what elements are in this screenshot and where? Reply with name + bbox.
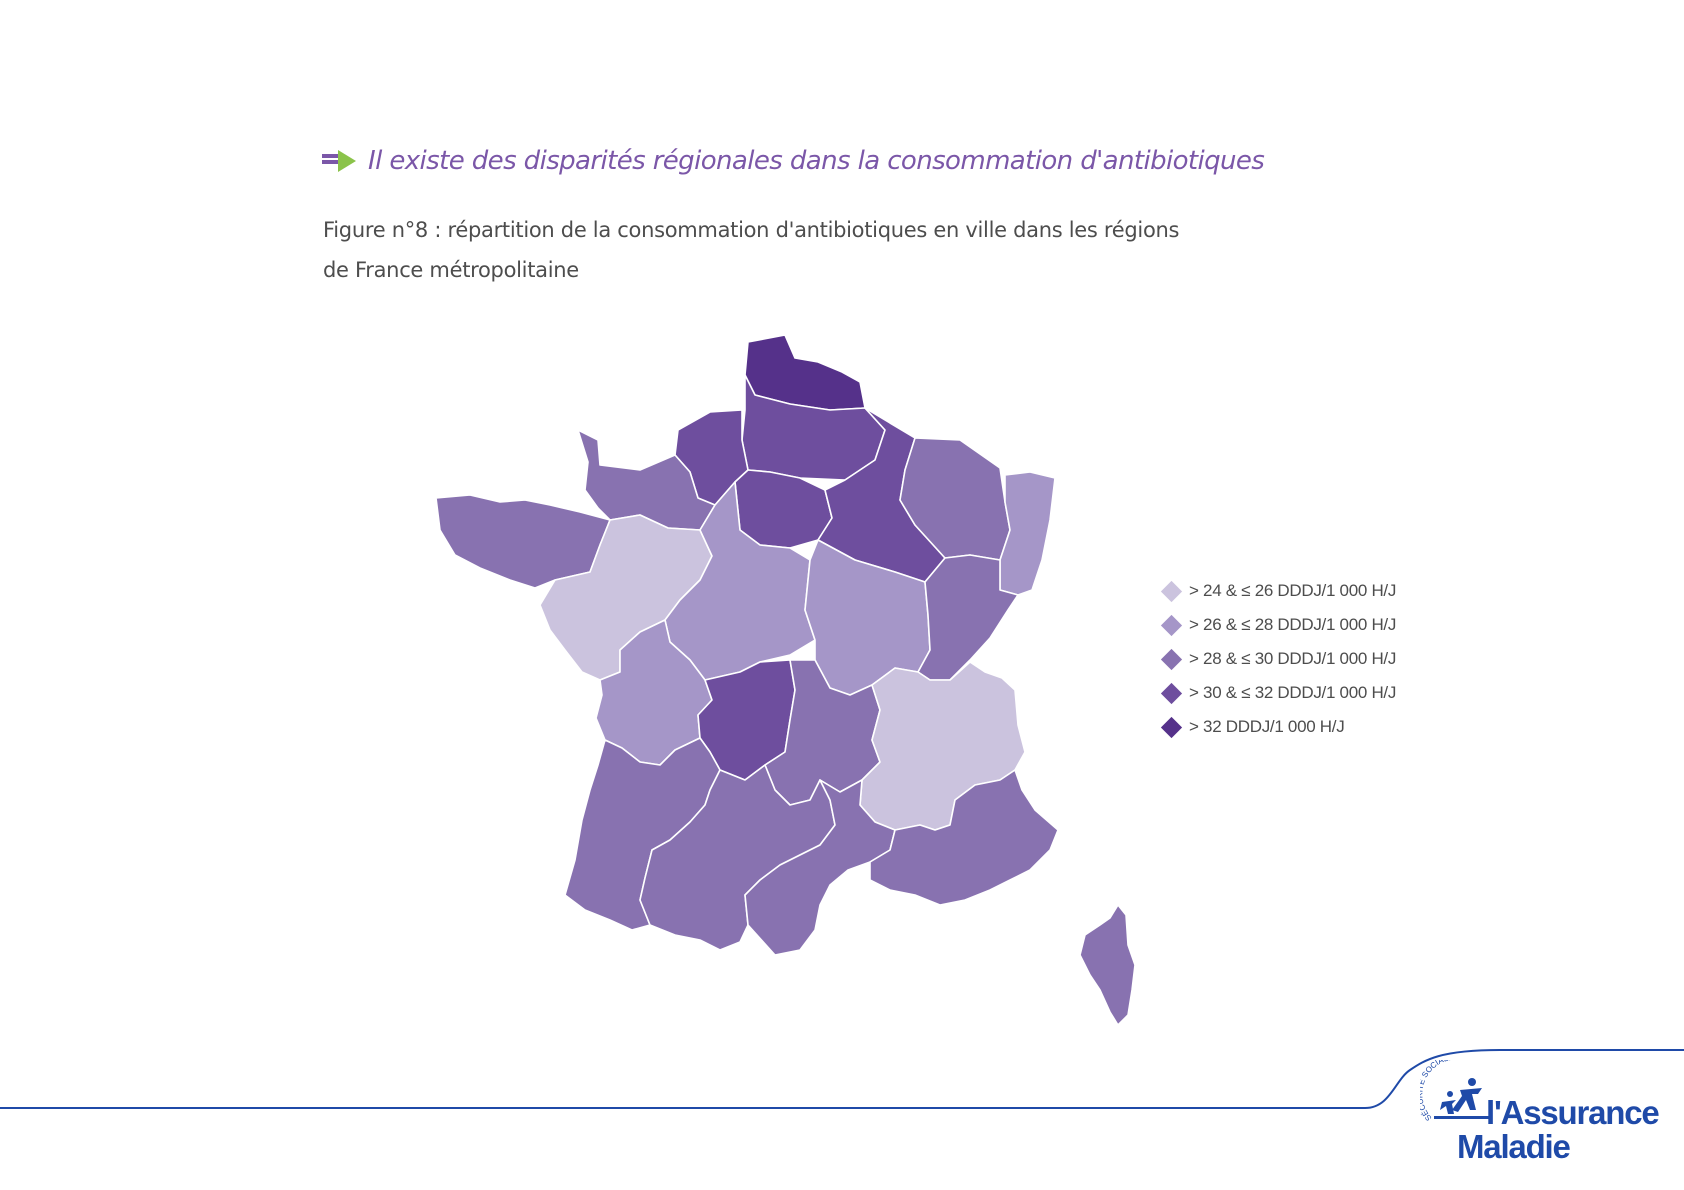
legend-item: > 28 & ≤ 30 DDDJ/1 000 H/J	[1160, 642, 1396, 676]
legend-swatch-class4	[1160, 682, 1183, 704]
legend-label: > 24 & ≤ 26 DDDJ/1 000 H/J	[1189, 581, 1397, 600]
seal-icon: SÉCURITÉ SOCIALE	[1420, 1060, 1490, 1123]
region-centre	[664, 481, 816, 681]
legend-label: > 26 & ≤ 28 DDDJ/1 000 H/J	[1189, 615, 1397, 634]
legend-swatch-class1	[1160, 580, 1183, 602]
caption-line-1: Figure n°8 : répartition de la consommat…	[323, 218, 1180, 242]
headline-text: Il existe des disparités régionales dans…	[368, 146, 1265, 176]
logo-text-line2: Maladie	[1457, 1128, 1571, 1165]
region-languedoc-roussillon	[744, 779, 896, 956]
legend-item: > 26 & ≤ 28 DDDJ/1 000 H/J	[1160, 608, 1396, 642]
figure-caption: Figure n°8 : répartition de la consommat…	[323, 210, 1263, 290]
region-corse	[1079, 904, 1136, 1026]
legend-label: > 28 & ≤ 30 DDDJ/1 000 H/J	[1189, 649, 1397, 668]
legend-item: > 32 DDDJ/1 000 H/J	[1160, 710, 1396, 744]
caption-line-2: de France métropolitaine	[323, 258, 579, 282]
footer-divider	[0, 1049, 1684, 1109]
legend-item: > 24 & ≤ 26 DDDJ/1 000 H/J	[1160, 574, 1396, 608]
legend-label: > 32 DDDJ/1 000 H/J	[1189, 717, 1345, 736]
logo-text-line1: l'Assurance	[1486, 1094, 1660, 1131]
legend-swatch-class2	[1160, 614, 1183, 636]
region-provence-alpes-cote-d-azur	[869, 769, 1059, 906]
arrow-right-icon	[322, 150, 356, 172]
region-alsace	[999, 471, 1056, 596]
section-headline: Il existe des disparités régionales dans…	[322, 146, 1265, 176]
figures-icon	[1434, 1078, 1490, 1119]
legend-item: > 30 & ≤ 32 DDDJ/1 000 H/J	[1160, 676, 1396, 710]
region-franche-comte	[917, 554, 1019, 681]
legend-label: > 30 & ≤ 32 DDDJ/1 000 H/J	[1189, 683, 1397, 702]
map-legend: > 24 & ≤ 26 DDDJ/1 000 H/J > 26 & ≤ 28 D…	[1160, 574, 1396, 744]
legend-swatch-class3	[1160, 648, 1183, 670]
legend-swatch-class5	[1160, 716, 1183, 738]
